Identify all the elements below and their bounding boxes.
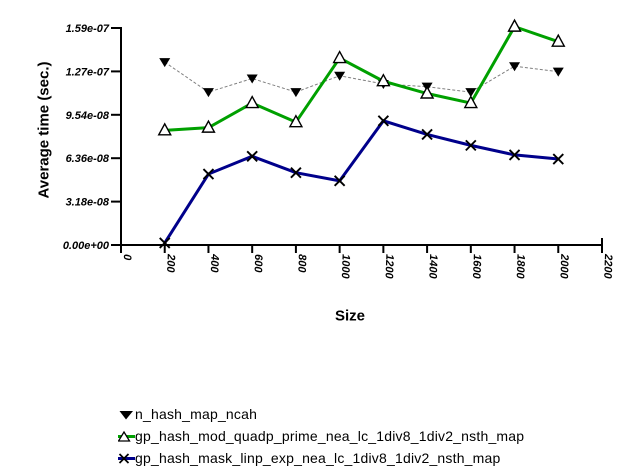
legend-label: gp_hash_mod_quadp_prime_nea_lc_1div8_1di… [135,428,525,444]
triangle-up-marker [288,114,304,128]
x-tick-label: 2000 [557,253,570,280]
triangle-up-marker [419,85,435,99]
y-tick-label: 3.18e-08 [66,197,110,209]
x-tick-label: 1000 [339,254,352,280]
x-tick-label: 0 [121,254,133,261]
x-tick-label: 200 [164,253,177,274]
legend-item: gp_hash_mask_linp_exp_nea_lc_1div8_1div2… [118,447,524,469]
legend-item: n_hash_map_ncah [118,403,524,425]
triangle-down-marker [246,74,258,84]
x-tick-label: 600 [252,254,265,274]
y-tick-label: 6.36e-08 [66,153,110,165]
triangle-down-marker [509,62,521,72]
series-line-0 [164,61,559,93]
triangle-up-marker [551,33,566,47]
x-tick-label: 1600 [470,254,483,280]
triangle-down-marker [159,58,171,68]
triangle-up-line-icon [118,430,135,443]
x-marker-line-icon [118,452,135,465]
triangle-up-marker [157,122,172,136]
x-marker [202,168,215,180]
legend: n_hash_map_ncah gp_hash_mod_quadp_prime_… [118,403,524,469]
axis-frame [120,27,603,246]
x-tick-label: 800 [295,254,308,274]
triangle-up-marker [245,95,260,109]
triangle-up-marker [376,73,391,87]
y-tick-label: 1.59e-07 [66,23,110,35]
x-marker [465,139,477,152]
triangle-down-marker [334,71,346,81]
series-line-1 [164,24,559,132]
y-tick-label: 1.27e-07 [66,66,110,78]
x-marker [421,128,433,141]
legend-label: gp_hash_mask_linp_exp_nea_lc_1div8_1div2… [135,450,501,466]
triangle-down-icon [118,408,135,421]
triangle-up-marker [463,95,478,109]
y-axis-title: Average time (sec.) [35,61,53,199]
plot-area: 0.00e+00 3.18e-08 6.36e-08 9.54e-08 1.27e-07… [63,18,614,280]
x-tick-label: 1800 [514,254,527,280]
x-tick-label: 1400 [426,254,439,280]
triangle-down-marker [290,88,302,98]
triangle-down-marker [202,88,214,98]
legend-label: n_hash_map_ncah [135,406,258,422]
x-marker [508,149,521,161]
x-marker [333,175,346,187]
x-marker [377,115,390,127]
x-marker [552,153,564,165]
x-tick-label: 1200 [382,254,395,280]
x-tick-label: 400 [208,253,221,274]
x-marker [290,166,302,179]
x-marker [159,237,171,249]
y-tick-label: 0.00e+00 [63,240,110,252]
y-tick-label: 9.54e-08 [66,110,110,122]
triangle-up-marker [332,50,347,64]
triangle-down-marker [552,67,564,77]
x-tick-label: 2200 [601,253,614,280]
legend-item: gp_hash_mod_quadp_prime_nea_lc_1div8_1di… [118,425,524,447]
x-marker [246,150,258,162]
series-line-2 [163,119,559,244]
triangle-down-marker [465,88,477,98]
x-axis-title: Size [334,307,366,325]
triangle-up-marker [507,18,522,32]
triangle-up-marker [201,119,216,133]
